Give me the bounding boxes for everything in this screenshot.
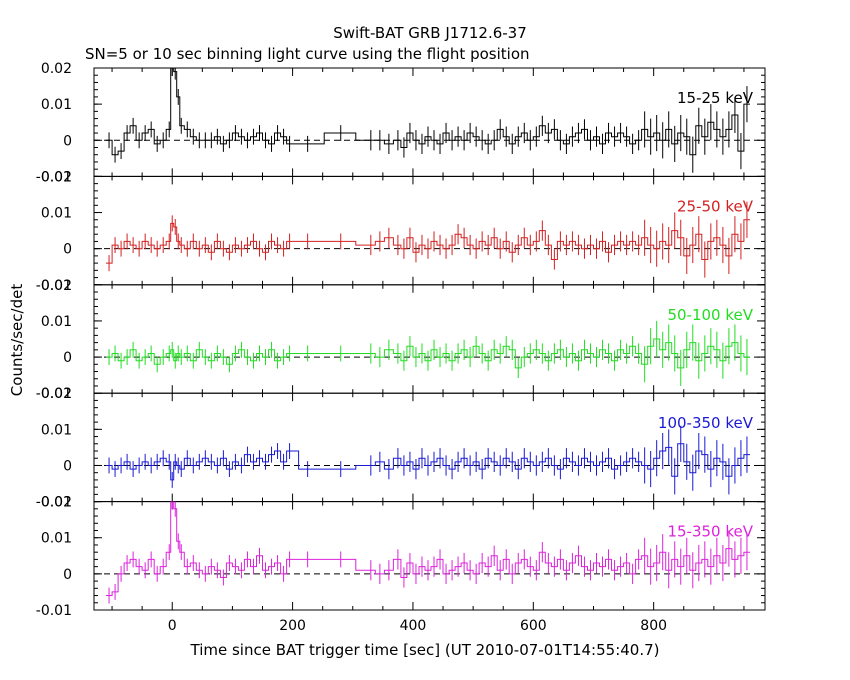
- y-tick-label: 0: [63, 242, 72, 258]
- panel-label: 50-100 keV: [667, 306, 753, 324]
- y-tick-label: 0.01: [41, 97, 72, 113]
- y-tick-label: 0.01: [41, 531, 72, 547]
- figure-title: Swift-BAT GRB J1712.6-37: [333, 24, 527, 42]
- x-tick-label: 200: [279, 618, 306, 634]
- panel-frame: [93, 392, 766, 503]
- y-tick-label: 0.02: [41, 386, 72, 402]
- y-tick-label: 0: [63, 133, 72, 149]
- series-group: [106, 201, 750, 278]
- y-tick-label: 0: [63, 458, 72, 474]
- y-tick-label: -0.01: [36, 278, 72, 294]
- panel-label: 100-350 keV: [658, 414, 754, 432]
- series-line: [106, 219, 750, 264]
- y-tick-label: -0.01: [36, 495, 72, 511]
- panel-frame: [93, 284, 766, 394]
- y-tick-label: 0.02: [41, 61, 72, 77]
- x-tick-labels: 0 200 400 600 800: [168, 618, 667, 634]
- panel-5: -0.01 0 0.01 0.02 15-350 keV: [36, 495, 766, 619]
- series-line: [106, 443, 750, 481]
- panel-3: -0.01 0 0.01 0.02 50-100 keV: [36, 278, 766, 402]
- y-tick-label: 0.02: [41, 495, 72, 511]
- y-tick-label: 0.01: [41, 314, 72, 330]
- y-tick-label: 0: [63, 350, 72, 366]
- series-group: [106, 501, 750, 604]
- y-tick-label: 0.02: [41, 169, 72, 185]
- panel-4: -0.01 0 0.01 0.02 100-350 keV: [36, 386, 766, 511]
- y-tick-label: 0.02: [41, 278, 72, 294]
- panel-label: 15-350 keV: [667, 523, 753, 541]
- series-group: [106, 320, 750, 386]
- series-group: [106, 425, 750, 495]
- series-line: [106, 338, 750, 369]
- y-tick-label: 0.01: [41, 422, 72, 438]
- panel-label: 25-50 keV: [677, 197, 754, 215]
- panel-label: 15-25 keV: [677, 89, 754, 107]
- y-tick-label: 0.01: [41, 206, 72, 222]
- panel-frame: [93, 67, 766, 177]
- x-tick-label: 600: [520, 618, 547, 634]
- y-tick-label: 0: [63, 567, 72, 583]
- panel-1: -0.01 0 0.01 0.02 15-25 keV: [36, 61, 766, 185]
- y-tick-label: -0.01: [36, 386, 72, 402]
- panel-frame: [93, 501, 766, 611]
- panel-frame: [93, 175, 766, 286]
- series-group: [106, 68, 750, 173]
- panels-group: -0.01 0 0.01 0.02 15-25 keV -0.01 0 0.01 0.02 25-…: [36, 61, 766, 619]
- y-axis-label: Counts/sec/det: [8, 284, 26, 397]
- x-tick-label: 400: [400, 618, 427, 634]
- x-tick-label: 800: [640, 618, 667, 634]
- y-tick-label: -0.01: [36, 603, 72, 619]
- figure-subtitle: SN=5 or 10 sec binning light curve using…: [85, 45, 530, 63]
- series-line: [106, 501, 750, 596]
- y-tick-label: -0.01: [36, 169, 72, 185]
- panel-2: -0.01 0 0.01 0.02 25-50 keV: [36, 169, 766, 294]
- x-tick-label: 0: [168, 618, 177, 634]
- x-axis-label: Time since BAT trigger time [sec] (UT 20…: [190, 641, 660, 659]
